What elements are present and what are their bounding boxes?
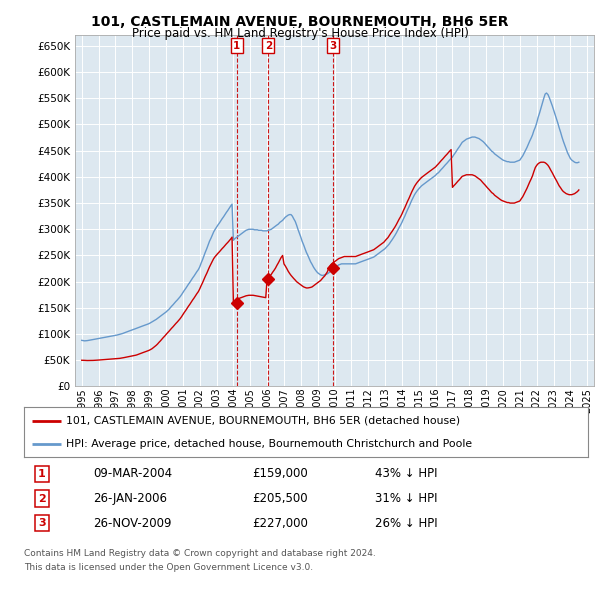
Text: 26-NOV-2009: 26-NOV-2009 — [93, 517, 172, 530]
Text: 1: 1 — [233, 41, 240, 51]
Text: £227,000: £227,000 — [252, 517, 308, 530]
Text: HPI: Average price, detached house, Bournemouth Christchurch and Poole: HPI: Average price, detached house, Bour… — [66, 439, 472, 449]
Text: Contains HM Land Registry data © Crown copyright and database right 2024.: Contains HM Land Registry data © Crown c… — [24, 549, 376, 558]
Text: 101, CASTLEMAIN AVENUE, BOURNEMOUTH, BH6 5ER (detached house): 101, CASTLEMAIN AVENUE, BOURNEMOUTH, BH6… — [66, 415, 460, 425]
Text: Price paid vs. HM Land Registry's House Price Index (HPI): Price paid vs. HM Land Registry's House … — [131, 27, 469, 40]
Text: £159,000: £159,000 — [252, 467, 308, 480]
Text: 26-JAN-2006: 26-JAN-2006 — [93, 492, 167, 505]
Text: 31% ↓ HPI: 31% ↓ HPI — [375, 492, 437, 505]
Text: 26% ↓ HPI: 26% ↓ HPI — [375, 517, 437, 530]
Text: 3: 3 — [329, 41, 337, 51]
Text: 101, CASTLEMAIN AVENUE, BOURNEMOUTH, BH6 5ER: 101, CASTLEMAIN AVENUE, BOURNEMOUTH, BH6… — [91, 15, 509, 29]
Text: 43% ↓ HPI: 43% ↓ HPI — [375, 467, 437, 480]
Text: £205,500: £205,500 — [252, 492, 308, 505]
Text: 3: 3 — [38, 519, 46, 528]
Text: 1: 1 — [38, 469, 46, 478]
Text: 09-MAR-2004: 09-MAR-2004 — [93, 467, 172, 480]
Text: 2: 2 — [265, 41, 272, 51]
Text: 2: 2 — [38, 494, 46, 503]
Text: This data is licensed under the Open Government Licence v3.0.: This data is licensed under the Open Gov… — [24, 563, 313, 572]
